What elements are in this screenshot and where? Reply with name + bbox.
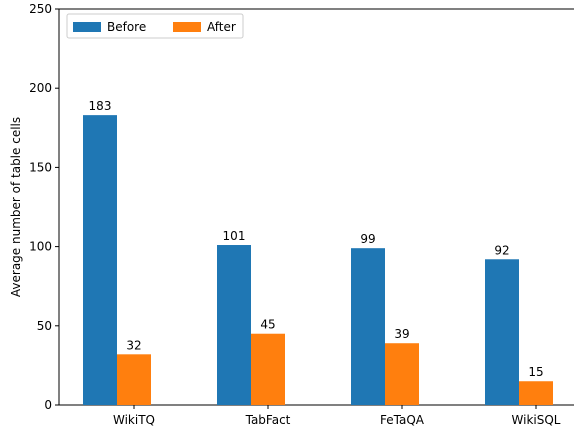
bar-value-label: 32 — [126, 338, 141, 352]
y-tick-label: 150 — [29, 160, 52, 174]
x-tick-label: WikiTQ — [113, 413, 155, 427]
y-tick-label: 200 — [29, 81, 52, 95]
bar-value-label: 39 — [394, 327, 409, 341]
bar-after-tabfact — [251, 333, 285, 405]
bar-value-label: 99 — [360, 232, 375, 246]
bar-before-wikitq — [83, 115, 117, 406]
x-tick-label: TabFact — [245, 413, 291, 427]
y-tick-label: 100 — [29, 240, 52, 254]
bar-after-wikitq — [117, 354, 151, 405]
bar-value-label: 15 — [528, 365, 543, 379]
x-tick-label: WikiSQL — [512, 413, 561, 427]
y-tick-label: 250 — [29, 2, 52, 16]
y-tick-label: 0 — [44, 398, 52, 412]
legend-swatch-after — [173, 22, 201, 32]
y-axis: 0 50 100 150 200 250 — [29, 2, 59, 412]
bar-value-label: 101 — [223, 229, 246, 243]
y-axis-label: Average number of table cells — [9, 117, 23, 297]
legend-swatch-before — [73, 22, 101, 32]
bar-value-labels: 183 32 101 45 99 39 92 15 — [89, 99, 544, 379]
bars — [83, 115, 553, 406]
bar-value-label: 183 — [89, 99, 112, 113]
bar-before-wikisql — [485, 259, 519, 405]
x-axis: WikiTQ TabFact FeTaQA WikiSQL — [113, 405, 561, 427]
legend-label-before: Before — [107, 20, 146, 34]
bar-before-tabfact — [217, 245, 251, 405]
y-tick-label: 50 — [37, 319, 52, 333]
legend-label-after: After — [207, 20, 236, 34]
bar-value-label: 45 — [260, 318, 275, 332]
bar-after-wikisql — [519, 381, 553, 405]
bar-before-fetaqa — [351, 248, 385, 405]
bar-value-label: 92 — [494, 243, 509, 257]
bar-after-fetaqa — [385, 343, 419, 405]
x-tick-label: FeTaQA — [380, 413, 425, 427]
legend: Before After — [66, 13, 244, 39]
